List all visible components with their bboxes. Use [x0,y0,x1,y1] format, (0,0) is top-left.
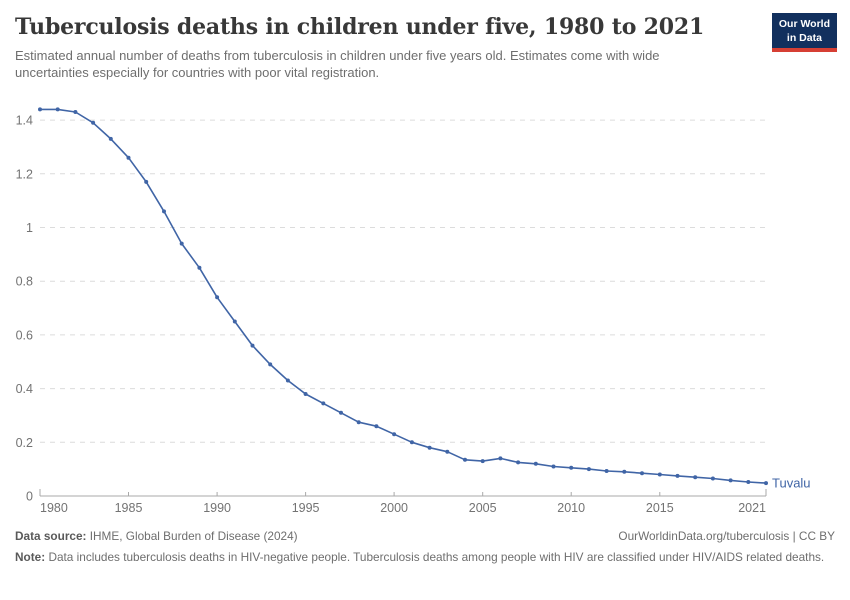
chart-canvas[interactable]: 0 0.2 0.4 0.6 0.8 1 1.2 1.4 1980 1985 1990 1995 2000… [0,95,850,525]
data-point[interactable] [126,155,131,160]
chart-line[interactable] [40,108,767,484]
y-axis-label: 1.2 [16,167,33,181]
y-axis-label: 1.4 [16,114,33,128]
data-point[interactable] [356,420,361,425]
data-source-text: IHME, Global Burden of Disease (2024) [89,529,298,543]
data-point[interactable] [162,209,166,214]
data-point[interactable] [374,424,379,429]
x-axis-label: 2021 [738,501,766,515]
data-point[interactable] [321,401,326,406]
y-axis-label: 0 [26,490,33,504]
data-point[interactable] [516,460,521,465]
data-point[interactable] [463,457,467,462]
note-label: Note: [15,549,46,564]
x-axis-label: 2000 [380,501,408,515]
data-point[interactable] [73,110,78,114]
y-axis-label: 0.4 [16,382,33,396]
owid-logo[interactable]: Our World in Data [771,13,837,53]
data-source-label: Data source: [15,529,87,543]
data-point[interactable] [427,445,432,450]
data-point[interactable] [640,471,644,476]
series-label[interactable]: Tuvalu [772,476,811,491]
x-axis-label: 1985 [115,501,143,515]
data-point[interactable] [108,136,113,141]
x-axis-label: 1995 [292,501,320,515]
data-point[interactable] [764,481,768,486]
data-point[interactable] [693,475,698,480]
x-axis-label: 2010 [557,501,585,515]
data-point[interactable] [250,343,255,348]
data-point[interactable] [675,473,680,478]
data-point[interactable] [144,179,149,184]
data-point[interactable] [392,432,397,437]
page-title: Tuberculosis deaths in children under fi… [15,14,705,40]
chart-header: Tuberculosis deaths in children under fi… [15,14,835,81]
data-point[interactable] [285,378,290,383]
data-point[interactable] [533,461,538,466]
data-point[interactable] [604,469,609,473]
data-point[interactable] [179,241,184,246]
data-point[interactable] [409,440,414,445]
data-point[interactable] [657,472,662,477]
note-text: Data includes tuberculosis deaths in HIV… [48,549,825,564]
x-axis-label: 2015 [646,501,674,515]
x-axis-label: 2005 [469,501,497,515]
x-axis-label: 1990 [203,501,231,515]
chart-subtitle: Estimated annual number of deaths from t… [15,48,660,80]
owid-logo-line1: Our World [778,18,830,30]
data-source: Data source: IHME, Global Burden of Dise… [15,529,298,545]
data-point[interactable] [38,107,42,112]
chart-note: Note: Data includes tuberculosis deaths … [15,550,835,566]
data-point[interactable] [55,107,60,112]
y-axis-label: 0.2 [16,436,33,450]
data-point[interactable] [91,120,96,125]
data-point[interactable] [746,480,751,484]
chart-footer: Data source: IHME, Global Burden of Dise… [15,529,835,565]
owid-logo-line2: in Data [786,31,822,44]
data-point[interactable] [215,295,220,300]
line-chart[interactable]: 0 0.2 0.4 0.6 0.8 1 1.2 1.4 1980 1985 1990 1995 2000… [0,95,850,525]
license-link[interactable]: OurWorldinData.org/tuberculosis | CC BY [618,529,835,543]
y-axis-label: 0.8 [16,275,33,289]
y-axis-label: 0.6 [16,328,33,342]
data-point[interactable] [551,464,556,469]
data-point[interactable] [445,449,450,454]
data-point[interactable] [303,392,308,396]
data-point[interactable] [268,362,273,367]
data-point[interactable] [232,319,237,324]
data-point[interactable] [586,467,591,472]
x-axis-label: 1980 [40,501,68,515]
data-point[interactable] [622,469,627,474]
data-point[interactable] [480,459,485,464]
data-point[interactable] [339,410,343,415]
data-point[interactable] [498,456,503,461]
data-point[interactable] [569,465,574,470]
data-point[interactable] [728,478,733,483]
data-point[interactable] [197,265,202,270]
y-axis-label: 1 [26,221,33,235]
data-point[interactable] [710,476,715,481]
